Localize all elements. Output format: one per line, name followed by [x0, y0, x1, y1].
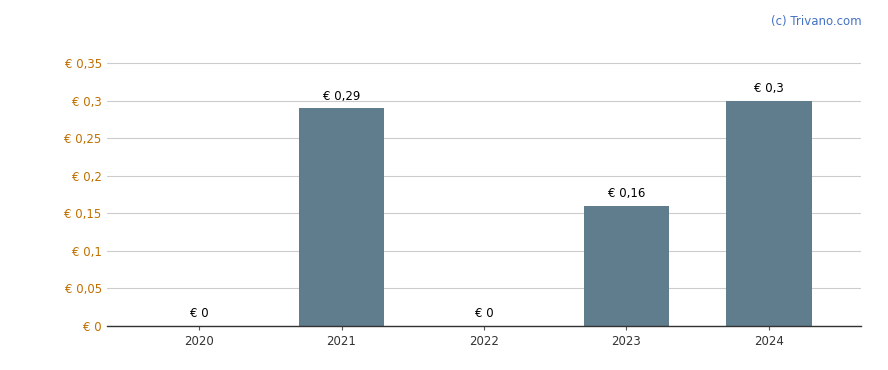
Text: € 0: € 0: [190, 307, 209, 320]
Text: (c) Trivano.com: (c) Trivano.com: [771, 14, 861, 27]
Bar: [299, 108, 385, 326]
Text: € 0,16: € 0,16: [607, 187, 645, 201]
Text: € 0: € 0: [475, 307, 493, 320]
Text: € 0,3: € 0,3: [754, 83, 784, 95]
Bar: [583, 206, 669, 326]
Bar: [726, 101, 812, 326]
Text: € 0,29: € 0,29: [323, 90, 361, 103]
